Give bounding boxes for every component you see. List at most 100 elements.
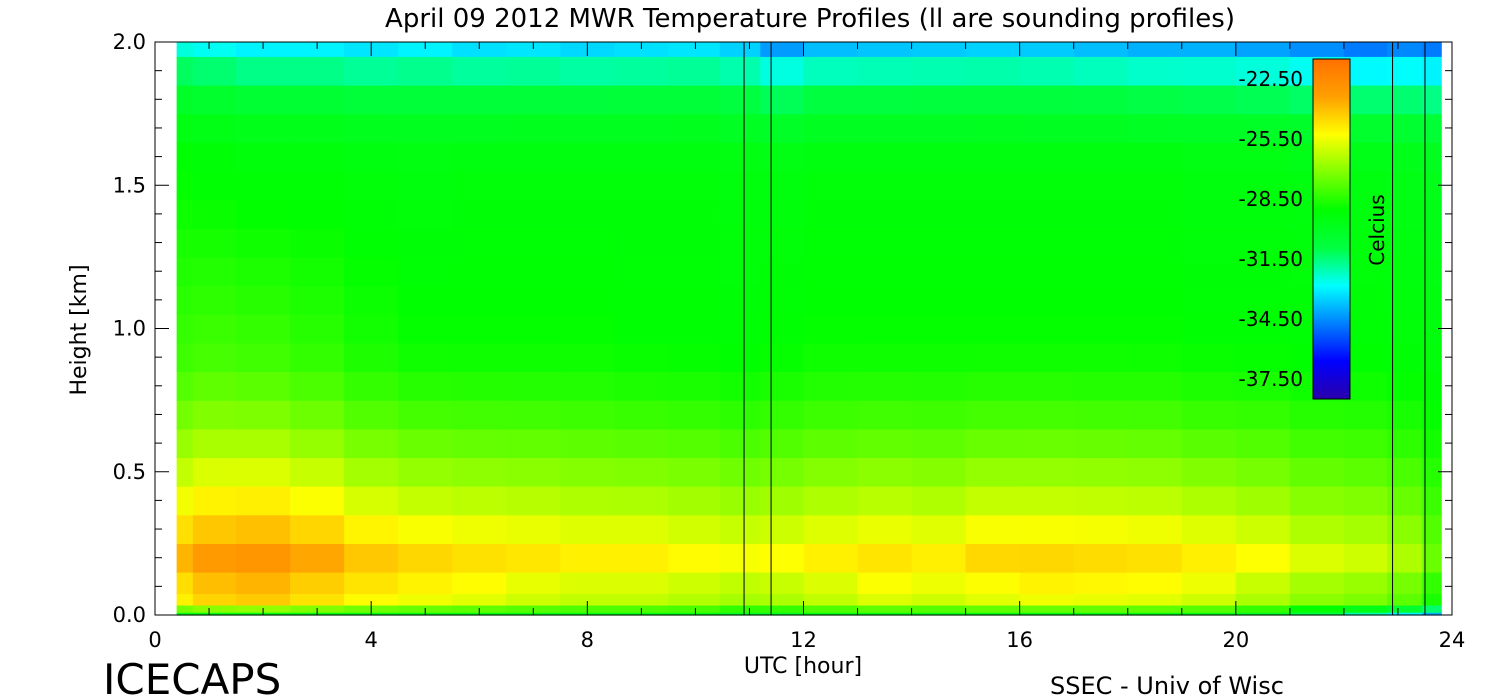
heatmap-cell: [1387, 56, 1423, 86]
heatmap-cell: [290, 543, 345, 573]
heatmap-cell: [965, 514, 1021, 544]
heatmap-cell: [452, 199, 507, 229]
heatmap-cell: [176, 486, 194, 516]
colorbar-tick-label: -34.50: [1239, 307, 1303, 331]
heatmap-cell: [668, 457, 721, 487]
heatmap-cell: [1127, 514, 1183, 544]
heatmap-cell: [560, 56, 615, 86]
heatmap-cell: [719, 428, 761, 459]
heatmap-cell: [760, 199, 805, 229]
heatmap-cell: [236, 84, 291, 115]
heatmap-cell: [452, 486, 507, 516]
heatmap-cell: [176, 428, 194, 459]
heatmap-cell: [1235, 612, 1291, 616]
heatmap-cell: [398, 113, 453, 143]
heatmap-cell: [911, 142, 967, 172]
heatmap-cell: [1073, 400, 1129, 430]
heatmap-cell: [1387, 572, 1423, 595]
heatmap-cell: [398, 342, 453, 373]
heatmap-cell: [192, 514, 237, 544]
heatmap-cell: [290, 572, 345, 595]
heatmap-cell: [719, 142, 761, 172]
heatmap-cell: [1235, 56, 1291, 86]
heatmap-cell: [857, 342, 913, 373]
heatmap-cell: [965, 314, 1021, 344]
heatmap-cell: [176, 400, 194, 430]
heatmap-cell: [1422, 342, 1442, 373]
heatmap-cell: [236, 342, 291, 373]
colorbar-tick-label: -25.50: [1239, 127, 1303, 151]
heatmap-cell: [398, 486, 453, 516]
heatmap-cell: [857, 593, 913, 606]
heatmap-cell: [1343, 285, 1388, 315]
heatmap-cell: [506, 228, 561, 258]
heatmap-cell: [760, 314, 805, 344]
heatmap-cell: [614, 457, 669, 487]
heatmap-cell: [192, 593, 237, 606]
heatmap-cell: [398, 56, 453, 86]
heatmap-cell: [857, 113, 913, 143]
heatmap-cell: [192, 285, 237, 315]
heatmap-cell: [760, 593, 805, 606]
heatmap-cell: [1343, 428, 1388, 459]
heatmap-cell: [192, 371, 237, 401]
heatmap-cell: [290, 199, 345, 229]
heatmap-cell: [452, 314, 507, 344]
heatmap-cell: [965, 400, 1021, 430]
heatmap-cell: [760, 612, 805, 616]
heatmap-cell: [1019, 612, 1075, 616]
heatmap-cell: [192, 612, 237, 616]
heatmap-cell: [344, 457, 399, 487]
heatmap-cell: [1387, 256, 1423, 287]
heatmap-cell: [857, 486, 913, 516]
heatmap-cell: [560, 342, 615, 373]
heatmap-cell: [1235, 142, 1291, 172]
heatmap-cell: [911, 56, 967, 86]
heatmap-cell: [192, 199, 237, 229]
heatmap-cell: [911, 256, 967, 287]
heatmap-cell: [1019, 342, 1075, 373]
heatmap-cell: [290, 457, 345, 487]
heatmap-cell: [1235, 228, 1291, 258]
x-tick-labels: 0 4 8 12 16 20 24: [148, 628, 1465, 652]
heatmap-cell: [668, 612, 721, 616]
heatmap-cell: [668, 84, 721, 115]
heatmap-cell: [857, 543, 913, 573]
heatmap-cell: [236, 42, 291, 57]
colorbar-tick-label: -31.50: [1239, 247, 1303, 271]
heatmap-cell: [803, 400, 859, 430]
heatmap-cell: [803, 514, 859, 544]
heatmap-cell: [668, 42, 721, 57]
colorbar-tick-label: -28.50: [1239, 187, 1303, 211]
heatmap-cell: [965, 228, 1021, 258]
heatmap-cell: [760, 84, 805, 115]
heatmap-cell: [857, 285, 913, 315]
heatmap-cell: [1422, 314, 1442, 344]
heatmap-cell: [1181, 486, 1237, 516]
heatmap-cell: [803, 285, 859, 315]
heatmap-cell: [452, 342, 507, 373]
heatmap-cell: [1181, 199, 1237, 229]
heatmap-cell: [1289, 428, 1345, 459]
heatmap-cell: [506, 256, 561, 287]
heatmap-cell: [719, 113, 761, 143]
heatmap-cell: [1181, 342, 1237, 373]
heatmap-cell: [1019, 514, 1075, 544]
heatmap-cell: [719, 342, 761, 373]
heatmap-cell: [965, 56, 1021, 86]
heatmap-cell: [614, 199, 669, 229]
heatmap-cell: [857, 371, 913, 401]
heatmap-cell: [176, 113, 194, 143]
heatmap-cell: [719, 400, 761, 430]
heatmap-cell: [1235, 428, 1291, 459]
heatmap-cell: [1127, 314, 1183, 344]
heatmap-cell: [965, 371, 1021, 401]
heatmap-cell: [1422, 604, 1442, 613]
heatmap-cell: [192, 170, 237, 201]
heatmap-cell: [911, 42, 967, 57]
heatmap-cell: [452, 84, 507, 115]
heatmap-cell: [398, 170, 453, 201]
heatmap-cell: [176, 612, 194, 616]
heatmap-cell: [1127, 371, 1183, 401]
heatmap-cell: [1343, 457, 1388, 487]
